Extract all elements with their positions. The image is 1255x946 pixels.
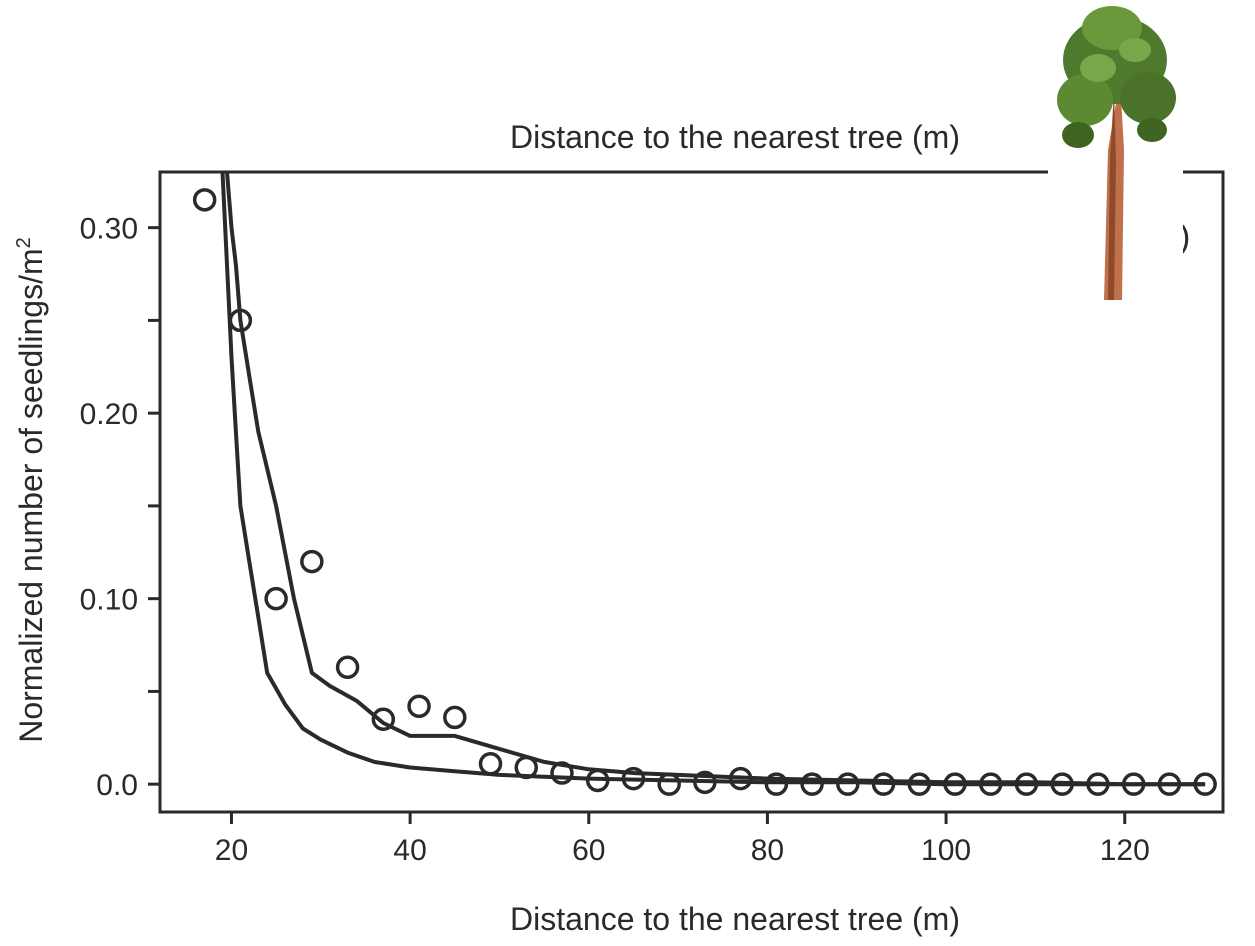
- y-axis-title-superscript: 2: [13, 237, 35, 248]
- data-point: [943, 772, 967, 796]
- y-tick-label: 0.10: [80, 584, 138, 617]
- data-point: [371, 707, 396, 731]
- x-tick-label: 40: [393, 834, 426, 867]
- x-tick-label: 100: [921, 834, 971, 867]
- data-point: [800, 772, 824, 796]
- x-tick-label: 120: [1100, 834, 1150, 867]
- data-point: [550, 761, 574, 785]
- y-tick-label: 0.20: [80, 398, 138, 431]
- data-point: [1014, 772, 1039, 796]
- data-point: [335, 655, 360, 680]
- data-point: [621, 766, 646, 791]
- x-tick-label: 60: [572, 834, 605, 867]
- data-point: [1086, 772, 1110, 796]
- data-point: [871, 772, 896, 796]
- data-point: [585, 768, 610, 793]
- y-axis-title-main: Normalized number of seedlings/m: [13, 248, 49, 742]
- data-point: [764, 772, 789, 796]
- y-axis-title: Normalized number of seedlings/m2: [13, 237, 49, 743]
- data-point: [1157, 772, 1182, 796]
- data-point: [1193, 772, 1217, 796]
- data-point: [836, 772, 860, 796]
- data-point: [300, 549, 324, 574]
- data-point: [228, 308, 253, 333]
- data-point: [407, 694, 431, 719]
- tree-icon: [1048, 0, 1183, 305]
- x-tick-label: 80: [751, 834, 784, 867]
- data-point: [728, 766, 753, 791]
- data-point: [907, 772, 932, 796]
- axis-ticks: 20 40 60 80 100 120 0.0 0.10 0.20 0.30: [80, 213, 1150, 867]
- data-point: [657, 772, 681, 796]
- y-tick-label: 0.0: [96, 769, 138, 802]
- data-point: [443, 705, 467, 730]
- data-point: [978, 772, 1003, 796]
- data-point: [514, 755, 538, 780]
- data-point: [192, 188, 217, 212]
- data-point: [1050, 772, 1074, 796]
- top-axis-title: Distance to the nearest tree (m): [510, 119, 960, 155]
- data-point: [264, 586, 288, 611]
- y-tick-label: 0.30: [80, 213, 138, 246]
- data-point: [1121, 772, 1146, 796]
- x-axis-title: Distance to the nearest tree (m): [510, 901, 960, 937]
- fit-line-1: [225, 171, 1206, 787]
- data-points: [192, 188, 1217, 796]
- plot-frame: [158, 170, 1225, 814]
- data-point: [478, 752, 503, 776]
- data-point: [693, 770, 717, 795]
- x-tick-label: 20: [215, 834, 248, 867]
